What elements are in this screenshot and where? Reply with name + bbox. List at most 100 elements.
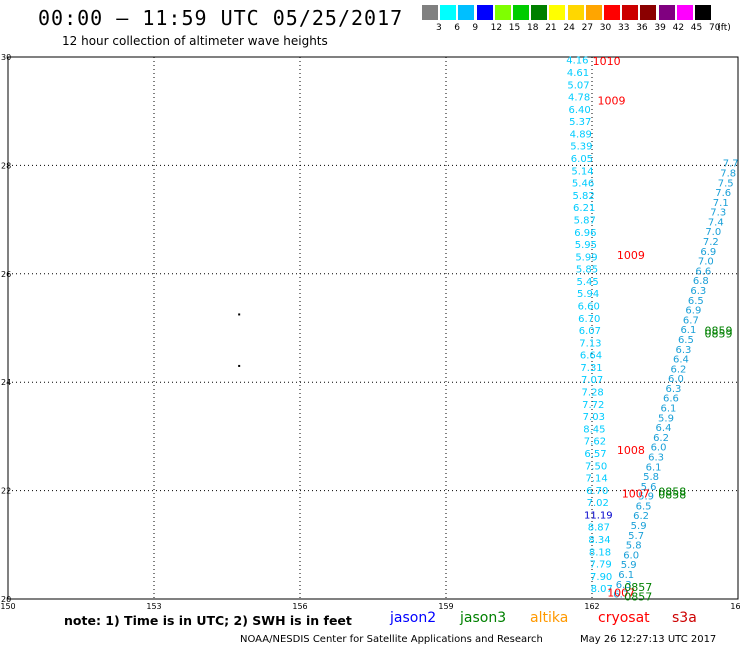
swh-point-label: 7.62 [584, 437, 606, 448]
legend-swatch [567, 5, 585, 20]
credit-timestamp: May 26 12:27:13 UTC 2017 [580, 634, 717, 645]
swh-point-label: 6.5 [678, 335, 694, 346]
x-tick-label: 159 [438, 602, 453, 611]
swh-point-label: 5.95 [575, 240, 597, 251]
swh-point-label: 7.14 [586, 474, 608, 485]
swh-point-label: 7.03 [583, 412, 605, 423]
swh-point-label: 7.5 [718, 178, 734, 189]
swh-point-label: 5.07 [567, 80, 589, 91]
swh-point-label: 5.14 [571, 166, 593, 177]
swh-point-label: 6.9 [700, 247, 716, 258]
swh-point-label: 5.94 [577, 289, 599, 300]
legend-label: 18 [527, 23, 539, 33]
swh-point-label: 5.8 [643, 472, 659, 483]
legend-unit: (ft) [717, 23, 731, 33]
legend-swatch [695, 5, 712, 20]
swh-point-label: 5.87 [574, 215, 596, 226]
swh-point-label: 6.21 [573, 203, 595, 214]
x-tick-label: 150 [0, 602, 15, 611]
satellite-jason2: jason2 [390, 610, 437, 626]
swh-point-label: 7.07 [581, 375, 603, 386]
swh-point-label: 6.3 [666, 384, 682, 395]
legend-label: 27 [581, 23, 594, 33]
credit-agency: NOAA/NESDIS Center for Satellite Applica… [240, 634, 543, 645]
time-label: 0857 [624, 581, 652, 594]
swh-point-label: 5.85 [576, 265, 598, 276]
legend-swatch [531, 5, 549, 20]
swh-point-label: 7.4 [708, 217, 724, 228]
swh-point-label: 6.0 [668, 374, 684, 385]
time-label: 0858 [658, 486, 686, 499]
legend-label: 21 [545, 23, 557, 33]
swh-point-label: 7.1 [713, 198, 729, 209]
legend-label: 6 [454, 23, 460, 33]
swh-point-label: 6.2 [670, 364, 686, 375]
swh-point-label: 6.40 [569, 105, 591, 116]
swh-point-label: 7.0 [698, 257, 714, 268]
swh-point-label: 7.50 [585, 461, 607, 472]
swh-point-label: 6.96 [574, 228, 596, 239]
legend-label: 42 [672, 23, 685, 33]
legend-label: 9 [472, 23, 479, 33]
legend-swatch [658, 5, 676, 20]
time-label: 1010 [593, 55, 621, 68]
legend-label: 45 [690, 23, 703, 33]
legend-swatch [622, 5, 640, 20]
swh-point-label: 6.9 [685, 306, 701, 317]
data-dot [238, 313, 241, 316]
time-label: 0857 [624, 590, 652, 603]
time-label: 0859 [705, 327, 733, 340]
chart-subtitle: 12 hour collection of altimeter wave hei… [62, 34, 328, 48]
swh-point-label: 4.16 [566, 56, 588, 67]
legend-swatch [494, 5, 512, 20]
time-label: 1009 [597, 94, 625, 107]
swh-point-label: 6.2 [633, 511, 649, 522]
swh-point-label: 6.3 [616, 580, 632, 591]
legend-label: 36 [636, 23, 648, 33]
swh-point-label: 6.60 [578, 302, 600, 313]
swh-point-label: 5.82 [572, 191, 594, 202]
swh-point-label: 5.46 [572, 179, 594, 190]
satellite-cryosat: cryosat [598, 610, 650, 626]
swh-point-label: 5.9 [638, 492, 654, 503]
legend-swatch [640, 5, 658, 20]
swh-point-label: 6.05 [571, 154, 593, 165]
legend-label: 33 [618, 23, 630, 33]
swh-point-label: 4.61 [567, 68, 589, 79]
swh-point-label: 6.6 [695, 266, 711, 277]
swh-point-label: 6.1 [618, 570, 634, 581]
legend-label: 12 [490, 23, 503, 33]
time-label: 1007 [607, 586, 635, 599]
swh-point-label: 7.3 [710, 208, 726, 219]
legend-label: 24 [563, 23, 575, 33]
swh-point-label: 8.45 [583, 424, 605, 435]
time-label: 0858 [658, 488, 686, 501]
swh-point-label: 4.78 [568, 93, 590, 104]
swh-point-label: 7.72 [582, 400, 604, 411]
swh-point-label: 11.19 [584, 510, 613, 521]
swh-point-label: 6.7 [683, 315, 699, 326]
legend-swatch [422, 5, 439, 20]
plot-frame [7, 56, 739, 600]
swh-point-label: 6.70 [586, 486, 608, 497]
swh-point-label: 5.99 [575, 252, 597, 263]
units-note: note: 1) Time is in UTC; 2) SWH is in fe… [64, 613, 352, 628]
legend-swatch [513, 5, 530, 20]
swh-point-label: 6.6 [663, 394, 679, 405]
satellite-altika: altika [530, 610, 569, 626]
legend-swatch [676, 5, 694, 20]
swh-point-label: 7.2 [703, 237, 719, 248]
swh-point-label: 6.8 [693, 276, 709, 287]
swh-point-label: 5.37 [569, 117, 591, 128]
swh-point-label: 7.28 [582, 388, 604, 399]
legend-label: 39 [654, 23, 666, 33]
y-tick-label: 26 [1, 270, 11, 279]
legend-label: 30 [599, 23, 612, 33]
wave-height-legend: 3 6 9 12 15 18 21 24 27 30 33 36 39 42 45 70 (ft) [422, 5, 731, 35]
swh-point-label: 7.31 [580, 363, 602, 374]
y-tick-label: 20 [1, 595, 11, 604]
y-tick-label: 28 [1, 161, 11, 170]
swh-point-label: 7.6 [715, 188, 731, 199]
swh-point-label: 7.90 [590, 572, 612, 583]
